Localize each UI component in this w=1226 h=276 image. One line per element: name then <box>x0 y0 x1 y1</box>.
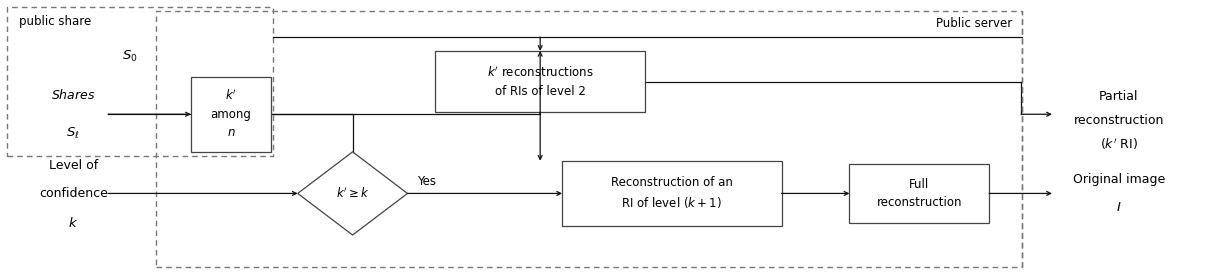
Text: $(k'$ RI): $(k'$ RI) <box>1100 136 1138 152</box>
FancyBboxPatch shape <box>850 164 989 223</box>
Text: Level of: Level of <box>49 159 98 172</box>
Text: Partial: Partial <box>1098 90 1139 103</box>
FancyBboxPatch shape <box>562 161 782 226</box>
Text: $S_\ell$: $S_\ell$ <box>66 126 80 140</box>
FancyBboxPatch shape <box>191 77 271 152</box>
Text: $I$: $I$ <box>1116 201 1122 214</box>
Text: $k'$ reconstructions
of RIs of level 2: $k'$ reconstructions of RIs of level 2 <box>487 65 593 98</box>
Bar <box>7 7 272 156</box>
Text: $S_0$: $S_0$ <box>123 49 139 64</box>
Text: reconstruction: reconstruction <box>1074 114 1163 127</box>
Text: $k'$
among
$n$: $k'$ among $n$ <box>211 89 251 139</box>
Text: Reconstruction of an
RI of level $(k+1)$: Reconstruction of an RI of level $(k+1)$ <box>611 176 733 210</box>
Text: Yes: Yes <box>417 175 436 188</box>
Text: Full
reconstruction: Full reconstruction <box>877 178 962 209</box>
Text: $k$: $k$ <box>69 216 78 230</box>
Text: Public server: Public server <box>935 17 1013 30</box>
Text: Original image: Original image <box>1073 173 1165 186</box>
Text: public share: public share <box>20 15 92 28</box>
Text: $k' \geq k$: $k' \geq k$ <box>336 186 369 201</box>
Bar <box>156 11 1022 267</box>
Text: $\mathit{Shares}$: $\mathit{Shares}$ <box>51 88 96 102</box>
Text: confidence: confidence <box>39 187 108 200</box>
FancyBboxPatch shape <box>435 51 645 112</box>
